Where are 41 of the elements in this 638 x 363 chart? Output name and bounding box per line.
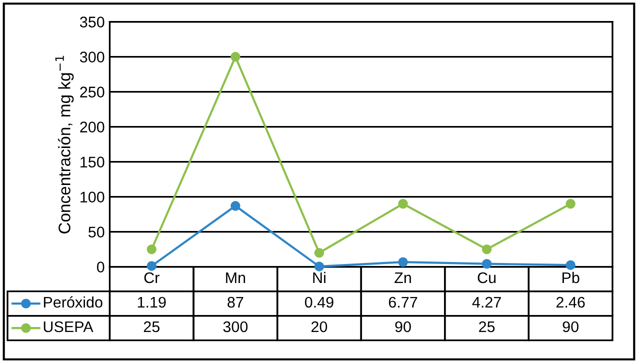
data-label: 25 (144, 321, 160, 332)
x-tick-label: Pb (562, 272, 580, 284)
data-label: 90 (395, 321, 411, 332)
legend-label: USEPA (44, 321, 94, 332)
data-label: 2.46 (556, 296, 585, 308)
data-label: 1.19 (138, 296, 166, 308)
data-label: 87 (228, 296, 244, 308)
point (482, 258, 492, 269)
y-tick-label: 150 (80, 156, 104, 168)
y-tick-label: 300 (80, 52, 104, 62)
data-label: 0.49 (304, 296, 334, 308)
data-label: 4.27 (472, 296, 501, 308)
data-label: 6.77 (388, 296, 418, 308)
x-tick-label: Ni (313, 272, 326, 284)
point (314, 248, 324, 258)
legend-label: Peróxido (44, 296, 102, 308)
data-label: 25 (479, 321, 495, 332)
point (566, 198, 576, 209)
point (314, 262, 324, 272)
data-label: 20 (311, 321, 328, 332)
x-tick-label: Mn (226, 272, 246, 284)
x-tick-label: Zn (394, 272, 411, 284)
point (230, 201, 240, 211)
point (398, 257, 408, 267)
point (398, 198, 408, 209)
point (566, 260, 576, 270)
point (146, 244, 156, 254)
y-axis-title: Concentración, mg kg$^{−1}$ (55, 56, 74, 234)
point (482, 244, 492, 254)
y-tick-label: 350 (80, 16, 104, 28)
y-tick-label: 50 (88, 226, 104, 238)
data-label: 90 (562, 321, 578, 332)
data-label: 300 (223, 321, 248, 332)
x-tick-label: Cr (144, 272, 160, 284)
point (146, 261, 156, 271)
y-tick-label: 200 (80, 122, 104, 132)
y-tick-label: 0 (96, 262, 104, 272)
point (230, 52, 240, 62)
y-tick-label: 100 (80, 192, 104, 202)
y-tick-label: 250 (80, 86, 104, 98)
x-tick-label: Cu (478, 272, 496, 284)
